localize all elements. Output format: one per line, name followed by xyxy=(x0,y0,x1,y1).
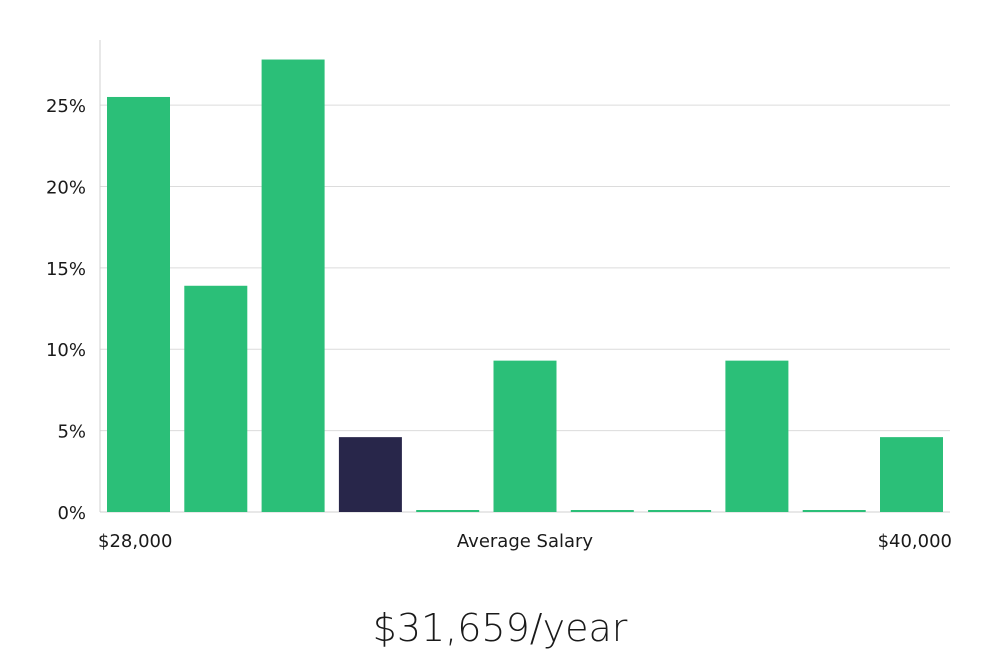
bar xyxy=(107,96,170,512)
y-tick-label: 0% xyxy=(57,503,86,524)
bar xyxy=(880,437,943,512)
bar xyxy=(648,510,712,512)
y-axis-ticks: 0% 5% 10% 15% 20% 25% xyxy=(46,96,86,524)
average-salary-value: $31,659/year xyxy=(372,606,628,650)
bar xyxy=(725,360,789,512)
y-tick-label: 20% xyxy=(46,177,86,198)
salary-distribution-chart: 0%5%10%15%20%25% $28,000 Average Salary … xyxy=(46,40,952,552)
bar xyxy=(493,360,557,512)
y-tick-label: 5% xyxy=(57,422,86,443)
bars xyxy=(107,59,943,512)
bar xyxy=(802,510,866,512)
bar xyxy=(416,510,480,512)
bar xyxy=(261,59,325,512)
bar-highlighted xyxy=(338,437,402,512)
y-tick-label: 15% xyxy=(46,259,86,280)
x-end-label: $40,000 xyxy=(878,531,952,552)
x-start-label: $28,000 xyxy=(98,531,172,552)
bar xyxy=(184,285,248,512)
bar xyxy=(570,510,634,512)
x-axis-title: Average Salary xyxy=(457,531,594,552)
y-tick-label: 10% xyxy=(46,340,86,361)
y-tick-label: 25% xyxy=(46,96,86,117)
